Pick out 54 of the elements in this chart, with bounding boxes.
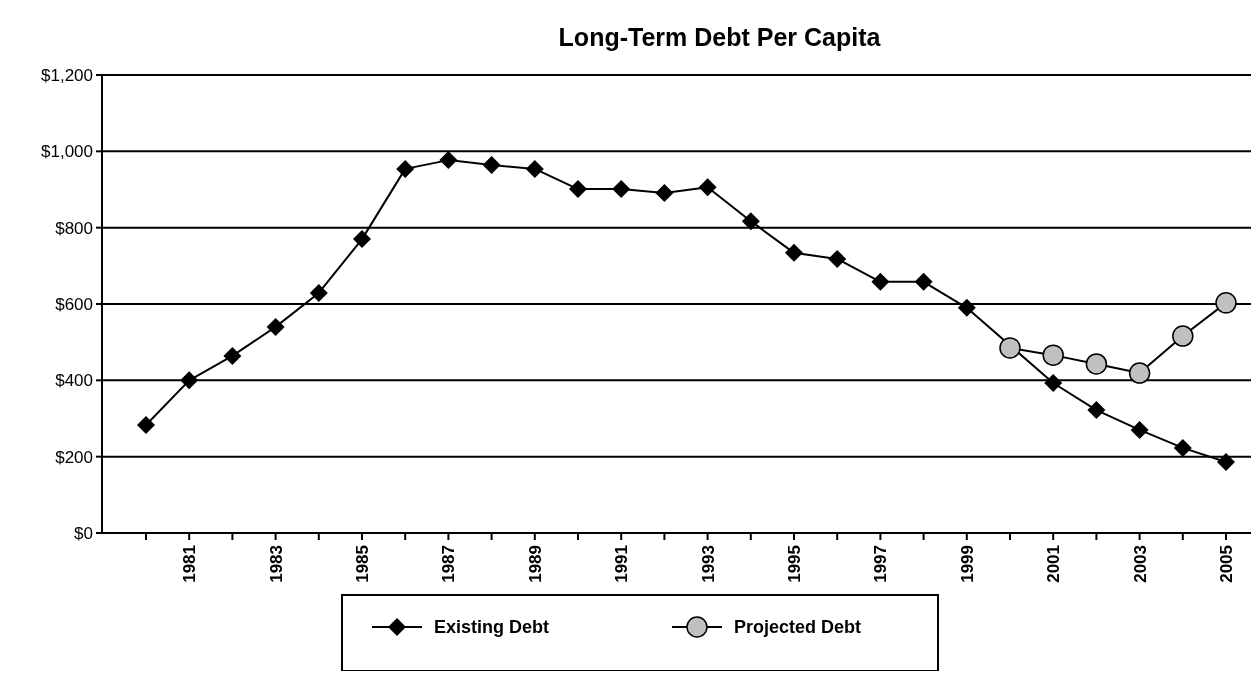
point xyxy=(612,180,631,199)
x-tick-label: 1997 xyxy=(871,545,891,583)
y-tick-label: $600 xyxy=(55,294,93,314)
point xyxy=(396,159,415,178)
point xyxy=(223,346,242,365)
y-tick-label: $1,200 xyxy=(41,65,93,85)
point xyxy=(871,272,890,291)
point xyxy=(1042,344,1064,366)
point xyxy=(1130,420,1149,439)
point xyxy=(957,298,976,317)
point xyxy=(1044,374,1063,393)
point xyxy=(525,159,544,178)
x-tick-label: 1987 xyxy=(439,545,459,583)
x-tick-label: 2001 xyxy=(1044,545,1064,583)
x-tick-label: 2005 xyxy=(1217,545,1236,583)
x-tick-label: 1993 xyxy=(698,545,718,583)
point xyxy=(1172,325,1194,347)
point xyxy=(439,151,458,170)
chart-title: Long-Term Debt Per Capita xyxy=(558,23,882,51)
y-tick-label: $1,000 xyxy=(41,142,93,162)
point xyxy=(137,415,155,434)
point xyxy=(266,317,285,336)
point xyxy=(828,249,847,268)
x-tick-label: 1989 xyxy=(525,545,545,583)
x-tick-label: 1983 xyxy=(266,545,286,583)
point xyxy=(1173,438,1192,457)
point xyxy=(655,183,674,202)
point xyxy=(569,180,587,199)
point xyxy=(785,243,803,262)
point xyxy=(1085,353,1108,375)
y-tick-label: $400 xyxy=(55,371,93,391)
x-tick-label: 2003 xyxy=(1130,545,1150,583)
point xyxy=(999,337,1021,359)
x-tick-label: 1981 xyxy=(180,545,200,583)
y-tick-label: $800 xyxy=(55,218,93,238)
y-tick-label: $0 xyxy=(74,523,93,543)
x-tick-label: 1999 xyxy=(957,545,977,583)
x-tick-label: 1995 xyxy=(785,545,804,583)
point xyxy=(1217,453,1235,472)
legend-label: Existing Debt xyxy=(434,617,550,638)
y-tick-label: $200 xyxy=(55,447,93,467)
point xyxy=(482,156,501,175)
point xyxy=(698,178,717,197)
point xyxy=(353,230,371,249)
point xyxy=(1087,401,1106,420)
point xyxy=(1128,362,1151,384)
point xyxy=(180,371,199,390)
point xyxy=(1215,292,1237,314)
point xyxy=(914,272,933,291)
x-tick-label: 1991 xyxy=(612,545,632,583)
point xyxy=(309,283,328,302)
point xyxy=(741,212,760,231)
x-tick-label: 1985 xyxy=(353,545,372,583)
legend-label: Projected Debt xyxy=(734,617,862,638)
